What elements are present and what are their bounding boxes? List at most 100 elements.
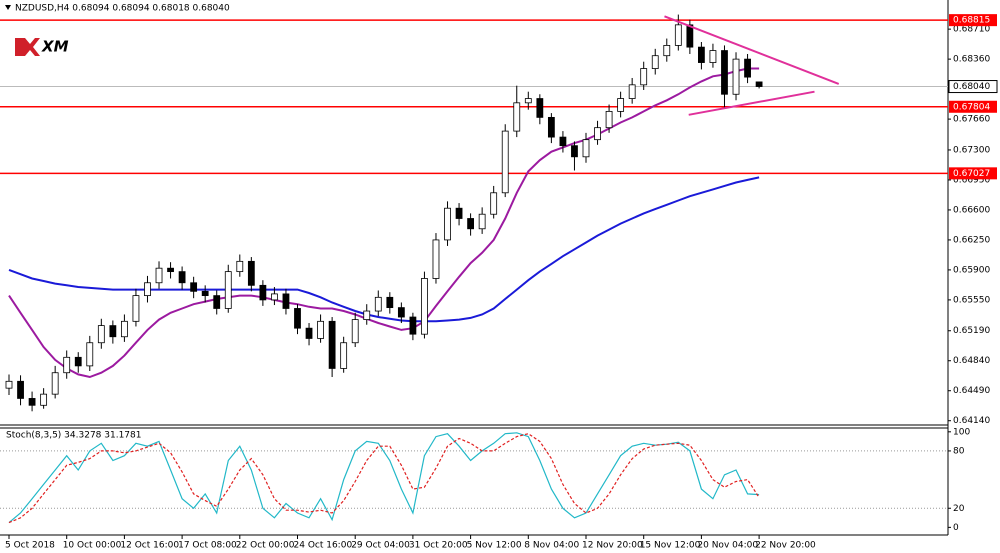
header-arrow	[5, 5, 11, 10]
y-tick-label: 80	[953, 446, 965, 456]
candle-body	[224, 271, 232, 309]
candle-body	[86, 342, 94, 367]
indicator-line	[8, 432, 760, 524]
candle-body	[432, 239, 440, 279]
candle-body	[467, 218, 475, 230]
x-tick-label: 5 Oct 2018	[5, 541, 55, 551]
candle-body	[571, 145, 578, 158]
y-tick-label: 0.65190	[953, 326, 990, 336]
candle-body	[721, 50, 728, 95]
x-tick-label: 5 Nov 12:00	[467, 541, 522, 551]
trendline	[688, 90, 815, 116]
candle-body	[478, 213, 486, 230]
y-tick-label: 0.66950	[953, 175, 990, 185]
candle-body	[340, 342, 348, 369]
y-tick-label: 0.65550	[953, 295, 990, 305]
y-tick-label: 0.64490	[953, 386, 990, 396]
candle-body	[144, 282, 151, 297]
candle-body	[421, 278, 428, 335]
candle-body	[524, 98, 532, 104]
y-tick-label: 0.65900	[953, 265, 990, 275]
candle-body	[328, 320, 336, 369]
candle-body	[617, 98, 625, 112]
candle-body	[201, 290, 209, 297]
candle-body	[698, 46, 705, 63]
candle-body	[317, 320, 324, 339]
candle-body	[132, 295, 140, 322]
candle-body	[594, 127, 601, 141]
candle-body	[28, 398, 36, 406]
candle-body	[455, 207, 463, 219]
x-tick-label: 10 Oct 00:00	[63, 541, 122, 551]
x-tick-label: 17 Oct 08:00	[178, 541, 237, 551]
y-tick-label: 100	[953, 427, 970, 437]
indicator-line	[8, 176, 760, 323]
candle-body	[386, 296, 394, 309]
candle-body	[271, 293, 278, 301]
candle-body	[513, 102, 521, 132]
logo-mark	[15, 38, 40, 56]
candle-body	[674, 24, 682, 46]
candle-body	[351, 319, 359, 344]
x-tick-label: 15 Nov 12:00	[640, 541, 701, 551]
y-tick-label: 20	[953, 504, 965, 514]
header: NZDUSD,H4 0.68094 0.68094 0.68018 0.6804…	[15, 4, 230, 14]
candle-body	[744, 58, 751, 78]
candle-body	[663, 45, 671, 57]
candle-body	[247, 260, 255, 286]
candle-body	[363, 310, 371, 321]
candle-body	[547, 116, 555, 138]
y-tick-label: 0	[953, 523, 959, 533]
candle-body	[305, 327, 313, 339]
candle-body	[628, 84, 636, 99]
candle-body	[97, 325, 105, 344]
level-label-box	[949, 14, 997, 27]
candle-body	[490, 192, 498, 215]
candle-body	[559, 136, 567, 147]
candle-body	[178, 271, 186, 284]
candle-body	[5, 380, 13, 389]
x-tick-label: 12 Nov 20:00	[582, 541, 643, 551]
candle-body	[686, 24, 694, 48]
indicator-title: Stoch(8,3,5) 34.3278 31.1781	[6, 431, 141, 441]
candle-body	[582, 139, 590, 158]
candle-body	[501, 130, 509, 194]
logo-text: XM	[41, 38, 69, 56]
candle-body	[444, 207, 451, 241]
level-label-box	[949, 100, 997, 113]
y-tick-label: 0.66250	[953, 235, 990, 245]
current-price-box	[948, 80, 998, 94]
candle-body	[605, 110, 613, 129]
candle-body	[236, 260, 244, 273]
level-label: 0.67804	[953, 102, 990, 112]
x-tick-label: 8 Nov 04:00	[524, 541, 579, 551]
candle-body	[536, 98, 544, 118]
x-tick-label: 24 Oct 16:00	[294, 541, 353, 551]
x-tick-label: 12 Oct 16:00	[120, 541, 179, 551]
candle-body	[755, 81, 763, 87]
x-tick-label: 31 Oct 20:00	[409, 541, 468, 551]
candle-body	[709, 50, 717, 63]
candle-body	[374, 296, 382, 312]
candle-body	[259, 284, 267, 301]
indicator-line	[8, 67, 760, 379]
x-tick-label: 22 Oct 00:00	[236, 541, 295, 551]
candle-body	[651, 55, 659, 69]
candle-body	[167, 267, 174, 273]
y-tick-label: 0.68360	[953, 55, 990, 65]
candle-body	[294, 308, 301, 329]
current-price-label: 0.68040	[953, 82, 990, 92]
candle-body	[121, 320, 128, 338]
candle-body	[213, 295, 221, 309]
candle-body	[190, 282, 198, 292]
candle-body	[17, 380, 24, 399]
y-tick-label: 0.64140	[953, 416, 990, 426]
logo: XM	[15, 38, 69, 56]
candle-body	[282, 293, 290, 309]
candle-body	[74, 356, 82, 367]
candle-body	[640, 68, 648, 86]
y-tick-label: 0.67660	[953, 115, 990, 125]
candle-body	[732, 58, 740, 95]
x-tick-label: 20 Nov 04:00	[697, 541, 758, 551]
